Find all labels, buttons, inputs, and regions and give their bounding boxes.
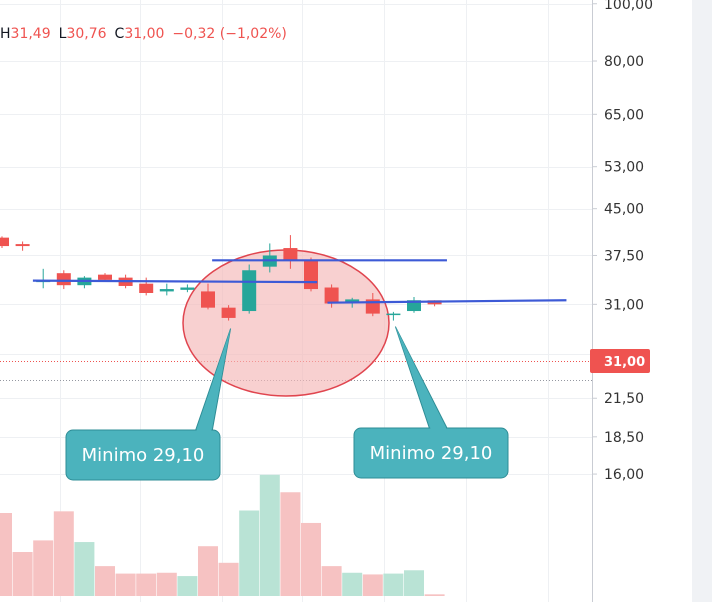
- candle-body: [283, 248, 298, 260]
- candle: [56, 270, 71, 290]
- candle-body: [221, 307, 236, 318]
- last-price-label: 31,00: [590, 349, 650, 373]
- volume-bar: [404, 570, 424, 596]
- volume-bar: [0, 513, 12, 596]
- last-price-box: [590, 349, 650, 373]
- callout: Minimo 29,10: [353, 326, 509, 479]
- tick-label: 21,50: [604, 391, 644, 407]
- candle-body: [180, 287, 195, 290]
- legend-low-label: L: [59, 26, 67, 42]
- candle: [98, 273, 112, 281]
- candle: [180, 284, 195, 293]
- tick-label: 80,00: [604, 54, 644, 70]
- trend-line[interactable]: [327, 299, 567, 304]
- callout-text: Minimo 29,10: [370, 443, 493, 464]
- candle: [36, 268, 51, 289]
- candle: [0, 236, 9, 249]
- tick-label: 18,50: [604, 430, 644, 446]
- volume-bar: [259, 474, 280, 596]
- tick-label: 16,00: [604, 467, 644, 483]
- volume-bar: [136, 573, 157, 596]
- candle: [324, 284, 339, 308]
- legend-high-label: H: [0, 26, 11, 42]
- candle: [242, 264, 257, 314]
- tick-label: 45,00: [604, 202, 644, 218]
- volume-bar: [424, 594, 445, 596]
- candle: [77, 276, 92, 289]
- volume-bar: [198, 546, 218, 596]
- callout-annotations: Minimo 29,10 Minimo 29,10: [65, 326, 509, 481]
- last-price-text: 31,00: [604, 355, 645, 370]
- volume-bar: [12, 552, 33, 596]
- callout-pointer: [394, 326, 449, 431]
- legend-close-value: 31,00: [124, 26, 164, 42]
- volume-bar: [218, 562, 239, 596]
- legend-close-label: C: [115, 26, 125, 42]
- callout-pointer-fill: [395, 326, 447, 430]
- candle: [304, 257, 318, 292]
- legend-low-value: 30,76: [66, 26, 106, 42]
- volume-bar: [342, 572, 363, 596]
- candle-body: [159, 289, 174, 292]
- trend-lines: [32, 259, 567, 304]
- trend-line[interactable]: [32, 279, 318, 284]
- candle-body: [345, 299, 360, 303]
- volume-bar: [33, 540, 54, 596]
- volume-bar: [321, 566, 342, 596]
- candle: [283, 235, 298, 269]
- candle-body: [386, 313, 401, 316]
- candle-body: [0, 237, 9, 247]
- callout-box: [65, 429, 221, 481]
- volume-bar: [177, 576, 198, 596]
- legend-high-value: 31,49: [11, 26, 51, 42]
- callout: Minimo 29,10: [65, 328, 232, 481]
- volume-bar: [383, 573, 404, 596]
- volume-bar: [301, 522, 321, 596]
- volume-bar: [280, 492, 301, 596]
- volume-bar: [74, 542, 95, 596]
- candle: [159, 283, 174, 296]
- highlight-ellipse-layer: [182, 249, 390, 397]
- tick-label: 31,00: [604, 297, 644, 313]
- candle-body: [242, 270, 257, 312]
- tick-label: 65,00: [604, 107, 644, 123]
- candle: [221, 305, 236, 321]
- volume-bar: [362, 574, 383, 596]
- volume-bar: [95, 566, 115, 596]
- candle-body: [201, 291, 215, 308]
- candle: [15, 241, 30, 251]
- tick-label: 37,50: [604, 248, 644, 264]
- tick-label: 53,00: [604, 160, 644, 176]
- volume-bar: [53, 511, 74, 596]
- candle-body: [139, 283, 154, 293]
- candle: [407, 296, 421, 313]
- legend-change: −0,32 (−1,02%): [172, 26, 286, 42]
- volume-bar: [156, 572, 177, 596]
- volume-bar: [239, 510, 260, 596]
- candle: [201, 283, 215, 310]
- candle-body: [407, 300, 421, 312]
- candle-body: [56, 273, 71, 286]
- callout-text: Minimo 29,10: [82, 445, 205, 466]
- volume-bar: [115, 573, 136, 596]
- candle-body: [98, 274, 112, 280]
- candle-body: [15, 244, 30, 247]
- candle-body: [304, 259, 318, 290]
- volume-bars: [0, 474, 445, 596]
- candle: [386, 311, 401, 321]
- price-axis[interactable]: 100,0080,0065,0053,0045,0037,5031,0025,5…: [592, 0, 653, 602]
- candle-body: [324, 287, 339, 304]
- callout-pointer-fill: [196, 328, 231, 432]
- tick-label: 100,00: [604, 0, 653, 13]
- price-axis-ticks: 100,0080,0065,0053,0045,0037,5031,0025,5…: [592, 0, 653, 483]
- right-edge-panel: [692, 0, 712, 602]
- highlight-ellipse: [182, 249, 390, 397]
- ohlc-legend: H31,49 L30,76 C31,00 −0,32 (−1,02%): [0, 26, 287, 42]
